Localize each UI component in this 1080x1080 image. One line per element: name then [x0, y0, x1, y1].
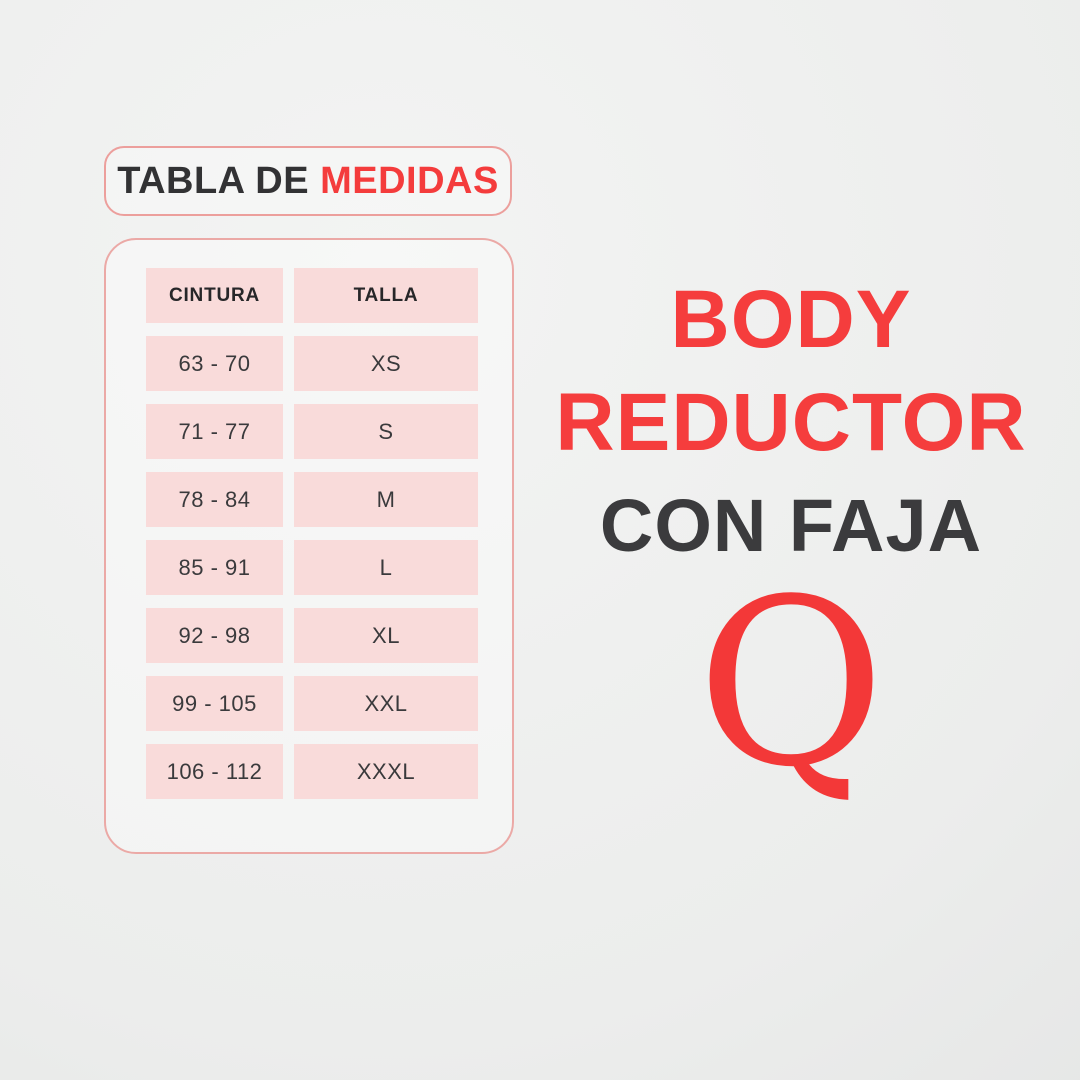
- table-cell-cintura: 78 - 84: [146, 472, 283, 527]
- size-table: CINTURA TALLA 63 - 70 XS 71 - 77 S 78 - …: [146, 268, 478, 799]
- size-table-card: CINTURA TALLA 63 - 70 XS 71 - 77 S 78 - …: [104, 238, 514, 854]
- table-cell-talla: XXXL: [294, 744, 478, 799]
- table-cell-cintura: 106 - 112: [146, 744, 283, 799]
- table-cell-talla: XL: [294, 608, 478, 663]
- table-cell-cintura: 99 - 105: [146, 676, 283, 731]
- table-cell-cintura: 92 - 98: [146, 608, 283, 663]
- promo-panel: BODY REDUCTOR CON FAJA Q: [535, 268, 1047, 818]
- table-cell-talla: L: [294, 540, 478, 595]
- product-name-line1: BODY: [670, 274, 912, 365]
- table-cell-talla: M: [294, 472, 478, 527]
- table-header-talla: TALLA: [294, 268, 478, 323]
- brand-q-logo: Q: [696, 551, 886, 818]
- title-text-dark: TABLA DE: [117, 159, 310, 202]
- product-subtitle: CON FAJA: [599, 484, 983, 567]
- title-text-red: MEDIDAS: [320, 159, 499, 202]
- table-cell-cintura: 71 - 77: [146, 404, 283, 459]
- table-cell-talla: XXL: [294, 676, 478, 731]
- size-chart-title-box: TABLA DE MEDIDAS: [104, 146, 512, 216]
- table-cell-talla: XS: [294, 336, 478, 391]
- table-cell-cintura: 63 - 70: [146, 336, 283, 391]
- table-header-cintura: CINTURA: [146, 268, 283, 323]
- product-name-line2: REDUCTOR: [555, 377, 1027, 468]
- table-cell-talla: S: [294, 404, 478, 459]
- table-cell-cintura: 85 - 91: [146, 540, 283, 595]
